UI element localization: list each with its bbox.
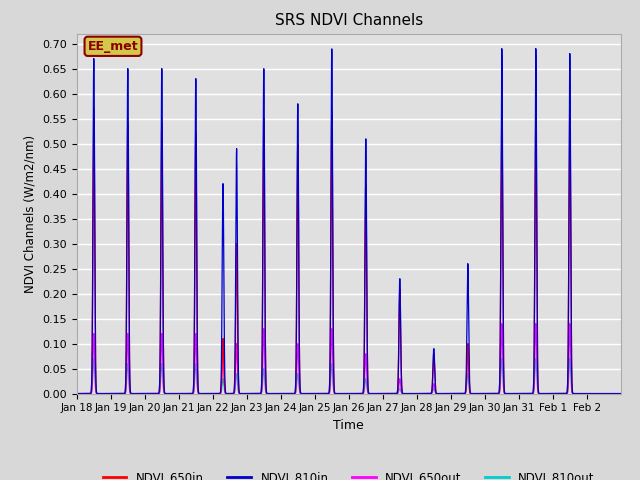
NDVI_650out	[617, 391, 625, 396]
NDVI_810out	[90, 356, 98, 361]
Legend: NDVI_650in, NDVI_810in, NDVI_650out, NDVI_810out: NDVI_650in, NDVI_810in, NDVI_650out, NDV…	[98, 466, 600, 480]
NDVI_810out	[395, 388, 403, 394]
Line: NDVI_810out: NDVI_810out	[77, 359, 621, 394]
NDVI_810out	[419, 391, 426, 396]
Y-axis label: NDVI Channels (W/m2/nm): NDVI Channels (W/m2/nm)	[24, 134, 36, 293]
NDVI_650out	[419, 391, 426, 396]
NDVI_650in	[395, 345, 403, 350]
Text: EE_met: EE_met	[88, 40, 138, 53]
NDVI_650out	[395, 385, 403, 391]
NDVI_810in	[532, 46, 540, 51]
Line: NDVI_810in: NDVI_810in	[77, 48, 621, 394]
NDVI_810out	[476, 391, 484, 396]
NDVI_810in	[506, 391, 513, 396]
NDVI_650out	[73, 391, 81, 396]
Line: NDVI_650in: NDVI_650in	[77, 108, 621, 394]
NDVI_810in	[270, 391, 278, 396]
NDVI_810out	[100, 391, 108, 396]
NDVI_650in	[90, 106, 98, 111]
NDVI_650out	[506, 391, 513, 396]
NDVI_810out	[617, 391, 625, 396]
NDVI_650out	[566, 321, 573, 326]
NDVI_810out	[506, 391, 513, 396]
NDVI_650out	[476, 391, 484, 396]
NDVI_650in	[270, 391, 278, 396]
NDVI_810in	[73, 391, 81, 396]
NDVI_810out	[598, 391, 605, 396]
NDVI_810in	[419, 391, 426, 396]
NDVI_810out	[73, 391, 81, 396]
NDVI_810in	[476, 391, 484, 396]
NDVI_650out	[598, 391, 605, 396]
NDVI_650in	[73, 391, 81, 396]
NDVI_650out	[270, 391, 278, 396]
NDVI_650out	[100, 391, 108, 396]
X-axis label: Time: Time	[333, 419, 364, 432]
NDVI_650in	[476, 391, 484, 396]
NDVI_650in	[617, 391, 625, 396]
Line: NDVI_650out: NDVI_650out	[77, 324, 621, 394]
Title: SRS NDVI Channels: SRS NDVI Channels	[275, 13, 423, 28]
NDVI_650in	[598, 391, 605, 396]
NDVI_650in	[100, 391, 108, 396]
NDVI_810in	[598, 391, 605, 396]
NDVI_650in	[506, 391, 513, 396]
NDVI_810out	[270, 391, 278, 396]
NDVI_810in	[100, 391, 108, 396]
NDVI_650in	[419, 391, 426, 396]
NDVI_810in	[395, 346, 403, 351]
NDVI_810in	[617, 391, 625, 396]
